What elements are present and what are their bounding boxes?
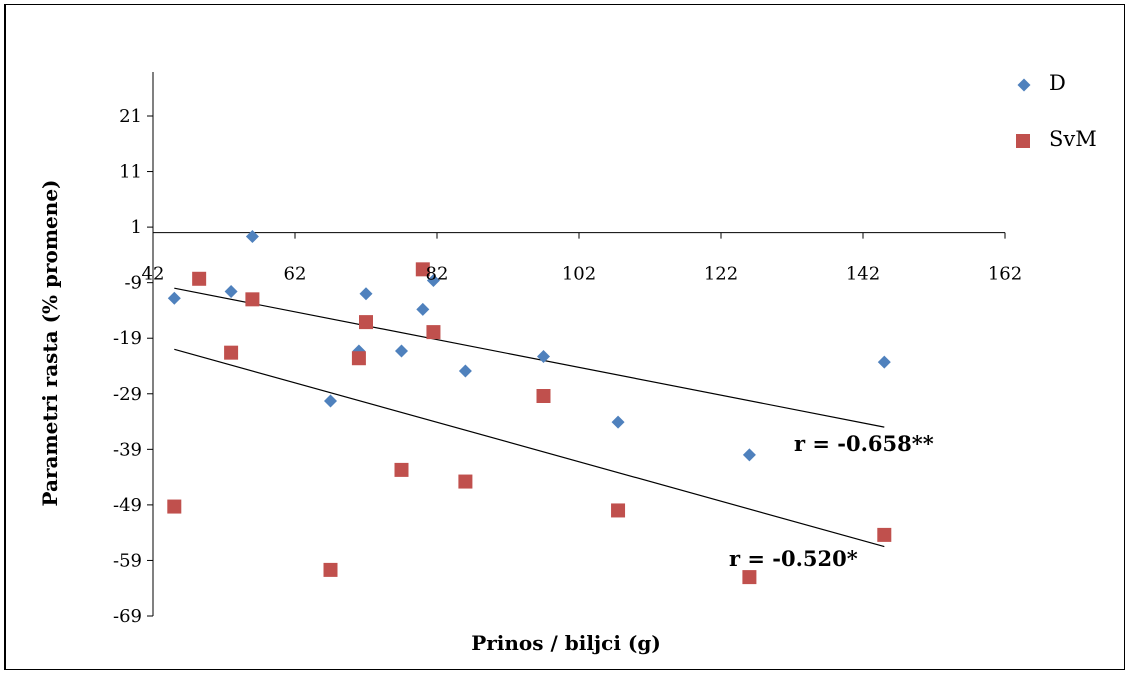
x-tick-label: 82: [426, 264, 449, 285]
y-tick-label: -69: [113, 606, 142, 627]
data-point-D: [416, 302, 430, 316]
chart-frame: 21 11 1 -9 -19 -29 -39 -49 -59 -69 42 62 82 102 122 142…: [4, 4, 1125, 670]
data-point-SvM: [742, 570, 757, 585]
y-tick-label: -19: [113, 328, 142, 349]
data-point-D: [537, 350, 550, 364]
data-point-D: [359, 287, 373, 301]
legend: D SvM: [1016, 71, 1097, 151]
data-point-SvM: [192, 271, 207, 286]
data-point-D: [611, 415, 625, 429]
y-tick-label: -29: [113, 384, 142, 405]
axes: [147, 72, 1006, 617]
x-axis-title: Prinos / biljci (g): [471, 631, 661, 655]
data-point-D: [167, 291, 181, 305]
data-point-SvM: [245, 292, 260, 307]
y-tick-label: 1: [131, 217, 142, 238]
data-point-SvM: [167, 499, 182, 514]
data-point-D: [877, 355, 891, 369]
data-point-SvM: [224, 345, 239, 360]
data-point-SvM: [611, 503, 626, 518]
x-tick-label: 62: [284, 264, 307, 285]
data-point-SvM: [458, 474, 473, 489]
y-tick-label: 11: [119, 162, 142, 183]
x-tick-label: 142: [846, 264, 880, 285]
annotation-correlation-D: r = -0.658**: [794, 431, 934, 456]
legend-diamond-icon: [1017, 78, 1031, 92]
data-point-D: [224, 285, 238, 299]
y-tick-label: -49: [113, 495, 142, 516]
y-tick-label: -59: [113, 550, 142, 571]
data-point-SvM: [415, 262, 430, 277]
y-tick-label: -39: [113, 439, 142, 460]
data-point-SvM: [394, 462, 409, 477]
data-point-D: [426, 273, 440, 287]
legend-label-SvM: SvM: [1049, 127, 1097, 151]
data-point-SvM: [877, 527, 892, 542]
legend-marker-D: [1017, 78, 1031, 92]
x-tick-label: 42: [142, 264, 165, 285]
data-point-SvM: [351, 351, 366, 366]
y-tick-label: -9: [124, 273, 142, 294]
legend-marker-SvM: [1016, 134, 1030, 148]
data-points: [167, 230, 892, 585]
y-tick-label: 21: [119, 106, 142, 127]
annotation-correlation-SvM: r = -0.520*: [729, 546, 858, 571]
data-point-D: [245, 230, 259, 244]
data-point-D: [395, 344, 408, 358]
trendline-SvM: [174, 348, 885, 548]
trendline-D: [174, 287, 885, 428]
x-tick-label: 162: [988, 264, 1022, 285]
trendlines: [174, 287, 885, 548]
data-point-D: [324, 394, 337, 408]
data-point-SvM: [426, 325, 441, 340]
legend-label-D: D: [1049, 71, 1066, 95]
legend-square-icon: [1016, 134, 1030, 148]
data-point-SvM: [323, 562, 338, 577]
data-point-D: [742, 448, 756, 462]
data-point-SvM: [359, 315, 373, 330]
x-tick-label: 122: [704, 264, 738, 285]
data-point-D: [458, 364, 472, 378]
y-axis-title: Parametri rasta (% promene): [38, 179, 62, 506]
data-point-SvM: [536, 389, 551, 403]
x-tick-label: 102: [562, 264, 596, 285]
